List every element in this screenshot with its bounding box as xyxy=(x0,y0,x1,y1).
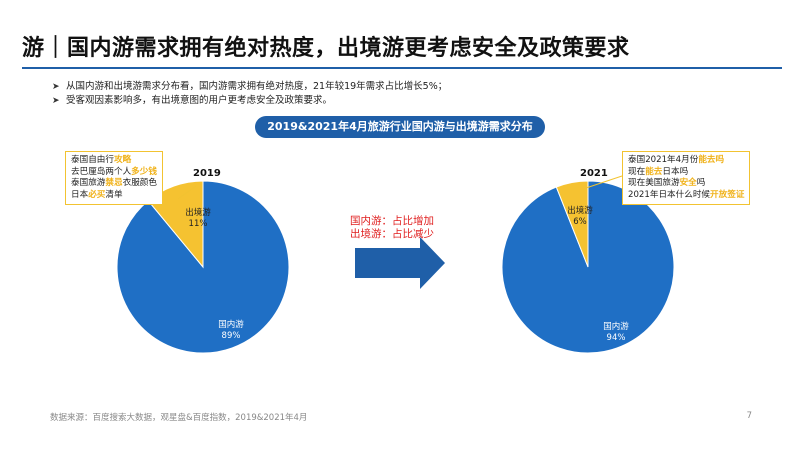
highlight-keyword: 安全 xyxy=(679,178,697,188)
slice-percent-label: 94% xyxy=(607,333,626,343)
slide-title: 游｜国内游需求拥有绝对热度，出境游更考虑安全及政策要求 xyxy=(22,36,630,61)
highlight-keyword: 能去吗 xyxy=(698,155,725,165)
note-line: 去巴厘岛两个人多少钱 xyxy=(71,167,157,179)
note-text: 泰国旅游 xyxy=(71,178,106,188)
highlight-keyword: 能去 xyxy=(645,166,663,177)
note-text: 去巴厘岛两个人 xyxy=(71,166,132,177)
note-text: 现在美国旅游 xyxy=(628,178,680,188)
note-text: 清单 xyxy=(105,189,123,200)
note-line: 日本必买清单 xyxy=(71,190,157,202)
arrow-bullet-icon: ➤ xyxy=(52,82,60,92)
slice-name-label: 出境游 xyxy=(567,205,593,216)
data-source: 数据来源：百度搜索大数据，观星盘&百度指数，2019&2021年4月 xyxy=(50,413,308,423)
note-line: 泰国自由行攻略 xyxy=(71,155,157,167)
note-text: 现在 xyxy=(628,166,646,177)
slice-name-label: 国内游 xyxy=(603,321,629,332)
year-label-2021: 2021 xyxy=(580,168,608,179)
callout-line xyxy=(585,175,623,189)
domestic-change-text: 国内游：占比增加 xyxy=(350,215,434,227)
outbound-change-text: 出境游：占比减少 xyxy=(350,228,434,240)
center-arrow xyxy=(355,237,445,289)
year-label-2019: 2019 xyxy=(193,168,221,179)
note-line: 现在能去日本吗 xyxy=(628,167,744,179)
highlight-keyword: 多少钱 xyxy=(131,166,157,177)
slice-name-label: 国内游 xyxy=(218,319,244,330)
slice-percent-label: 6% xyxy=(573,217,587,227)
note-line: 2021年日本什么时候开放签证 xyxy=(628,190,744,202)
change-summary: 国内游：占比增加 出境游：占比减少 xyxy=(350,215,434,241)
bullet-item: ➤ 受客观因素影响多，有出境意图的用户更考虑安全及政策要求。 xyxy=(52,94,447,108)
search-query-note-2019: 泰国自由行攻略 去巴厘岛两个人多少钱 泰国旅游禁忌衣服颜色 日本必买清单 xyxy=(65,151,163,205)
callout-line xyxy=(177,185,197,200)
note-text: 2021年日本什么时候 xyxy=(628,189,711,200)
highlight-keyword: 攻略 xyxy=(113,155,132,165)
pie-slice-outbound xyxy=(555,180,589,268)
slice-name-label: 出境游 xyxy=(185,207,211,218)
chart-title: 2019&2021年4月旅游行业国内游与出境游需求分布 xyxy=(255,116,545,138)
bullet-list: ➤ 从国内游和出境游需求分布看，国内游需求拥有绝对热度，21年较19年需求占比增… xyxy=(52,80,447,108)
note-text: 泰国2021年4月份 xyxy=(628,155,699,165)
note-text: 吗 xyxy=(696,178,706,188)
note-text: 泰国自由行 xyxy=(71,155,114,165)
slice-percent-label: 89% xyxy=(222,331,241,341)
bullet-text: 从国内游和出境游需求分布看，国内游需求拥有绝对热度，21年较19年需求占比增长5… xyxy=(66,81,448,92)
pie-slice-domestic xyxy=(116,180,290,354)
search-query-note-2021: 泰国2021年4月份能去吗 现在能去日本吗 现在美国旅游安全吗 2021年日本什么时候… xyxy=(622,151,751,205)
note-text: 衣服颜色 xyxy=(122,178,157,188)
highlight-keyword: 必买 xyxy=(88,189,106,200)
note-line: 泰国2021年4月份能去吗 xyxy=(628,155,744,167)
bullet-item: ➤ 从国内游和出境游需求分布看，国内游需求拥有绝对热度，21年较19年需求占比增… xyxy=(52,80,447,94)
page-number: 7 xyxy=(746,411,752,421)
bullet-text: 受客观因素影响多，有出境意图的用户更考虑安全及政策要求。 xyxy=(66,95,333,106)
highlight-keyword: 开放签证 xyxy=(710,189,745,200)
note-text: 日本 xyxy=(71,189,89,200)
arrow-bullet-icon: ➤ xyxy=(52,96,60,106)
note-text: 日本吗 xyxy=(662,166,689,177)
note-line: 现在美国旅游安全吗 xyxy=(628,178,744,190)
title-divider xyxy=(22,67,782,69)
highlight-keyword: 禁忌 xyxy=(105,178,123,188)
slice-percent-label: 11% xyxy=(189,219,208,229)
note-line: 泰国旅游禁忌衣服颜色 xyxy=(71,178,157,190)
